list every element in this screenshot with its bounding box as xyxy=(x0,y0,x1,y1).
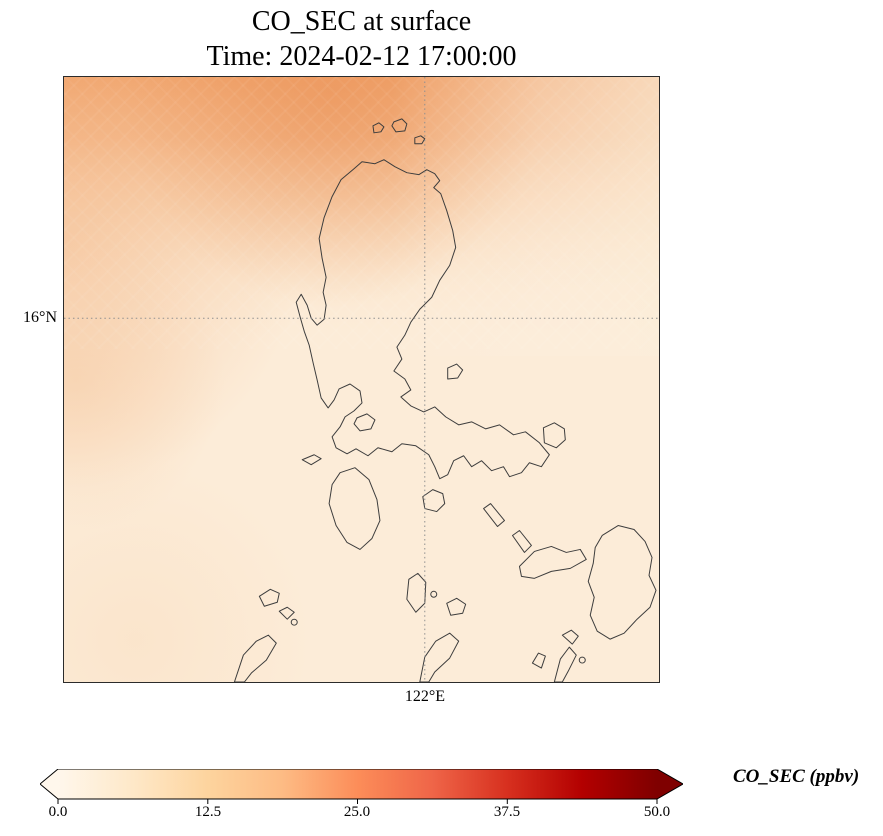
colorbar-bar xyxy=(39,768,685,800)
lat-tick-label: 16°N xyxy=(23,309,57,326)
colorbar-canvas xyxy=(39,768,685,804)
coastline-luzon xyxy=(295,159,550,480)
colorbar-label: CO_SEC (ppbv) xyxy=(733,766,860,787)
colorbar-tick-label-4: 50.0 xyxy=(643,804,671,820)
colorbar-tick-label-0: 0.0 xyxy=(48,804,68,820)
colorbar-tick-label-2: 25.0 xyxy=(343,804,371,820)
map-plot xyxy=(63,76,660,683)
chart-title: CO_SEC at surface xyxy=(251,6,472,37)
coastline-islands xyxy=(233,118,657,682)
chart-subtitle: Time: 2024-02-12 17:00:00 xyxy=(206,41,517,72)
colorbar-tick-label-3: 37.5 xyxy=(493,804,521,820)
lon-tick-label: 122°E xyxy=(404,688,446,705)
map-canvas xyxy=(64,77,659,682)
colorbar-tick-label-1: 12.5 xyxy=(194,804,222,820)
lake-outline xyxy=(353,413,376,432)
colorbar xyxy=(39,768,685,805)
colorbar-tick-marks xyxy=(57,799,658,804)
heatmap-field xyxy=(64,77,659,682)
